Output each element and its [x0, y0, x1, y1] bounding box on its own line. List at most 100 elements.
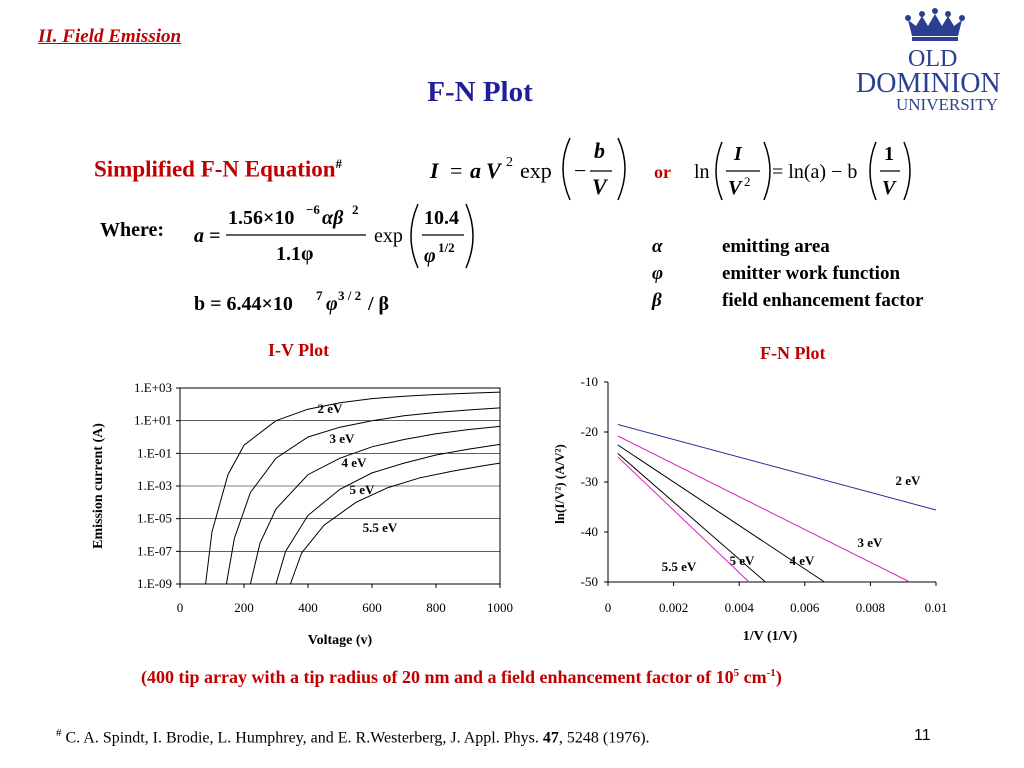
- a-exp-den-pow: 1/2: [438, 240, 455, 255]
- eq-exp: exp: [520, 158, 552, 183]
- ln-den-V: V: [728, 177, 743, 199]
- fn-xlabel: 1/V (1/V): [743, 629, 798, 644]
- a-lhs: a =: [194, 225, 220, 247]
- eq-den-V: V: [592, 174, 609, 199]
- caption-sup1: 5: [733, 667, 740, 679]
- fn-xtick-label: 0.006: [790, 600, 820, 615]
- equation-label: Simplified F-N Equation#: [94, 156, 342, 183]
- fn-ytick-label: -20: [581, 424, 598, 439]
- iv-chart-title: I-V Plot: [268, 340, 330, 360]
- iv-ytick-label: 1.E-09: [137, 576, 172, 591]
- fn-xtick-label: 0.004: [725, 600, 755, 615]
- legend-beta-text: field enhancement factor: [722, 290, 924, 311]
- iv-xtick-label: 400: [298, 600, 318, 615]
- legend-beta-symbol: β: [652, 290, 662, 311]
- iv-curve-label-2-ev: 2 eV: [318, 401, 344, 416]
- where-label: Where:: [100, 219, 165, 241]
- eq-V: V: [486, 158, 503, 183]
- caption-sup2: -1: [766, 667, 776, 679]
- fn-line-label-5-5-ev: 5.5 eV: [662, 559, 697, 574]
- page-number: 11: [914, 727, 931, 744]
- ln-num-1: 1: [884, 143, 894, 165]
- fn-line-label-4-ev: 4 eV: [790, 553, 816, 568]
- iv-xlabel: Voltage (v): [308, 633, 373, 648]
- b-rest: / β: [367, 293, 389, 315]
- crown-icon: [905, 8, 965, 41]
- iv-xtick-label: 200: [234, 600, 254, 615]
- fn-xtick-label: 0.01: [925, 600, 948, 615]
- iv-ytick-label: 1.E-07: [137, 543, 173, 558]
- eq-minus: −: [574, 158, 586, 183]
- iv-xtick-label: 800: [426, 600, 446, 615]
- ln-text: ln: [694, 161, 710, 183]
- eq-a: a: [470, 158, 481, 183]
- fn-ytick-label: -30: [581, 474, 598, 489]
- iv-ytick-label: 1.E-03: [137, 478, 172, 493]
- eq-pow2: 2: [506, 155, 513, 170]
- fn-line-label-2-ev: 2 eV: [896, 473, 922, 488]
- iv-ytick-label: 1.E+03: [134, 380, 172, 395]
- legend-alpha-text: emitting area: [722, 236, 830, 257]
- footnote: # C. A. Spindt, I. Brodie, L. Humphrey, …: [56, 727, 650, 747]
- ln-equation: ln I V 2 = ln(a) − b 1 V: [694, 141, 911, 201]
- legend-phi-symbol: φ: [652, 263, 664, 284]
- slide-title: F-N Plot: [427, 76, 533, 108]
- iv-curve-5-5-ev: [289, 462, 501, 585]
- legend-alpha-symbol: α: [652, 236, 663, 257]
- iv-curve-2-ev: [205, 391, 501, 585]
- iv-ylabel: Emission current (A): [91, 423, 106, 549]
- a-num: 1.56×10: [228, 207, 294, 229]
- iv-ytick-label: 1.E-01: [137, 445, 172, 460]
- iv-curve-label-5-ev: 5 eV: [350, 482, 376, 497]
- fn-chart: -10 -20 -30 -40 -50 0 0.002 0.004 0.006 0.008 0.0…: [552, 374, 948, 644]
- footnote-text-before: C. A. Spindt, I. Brodie, L. Humphrey, an…: [61, 729, 543, 747]
- a-den: 1.1φ: [276, 243, 313, 265]
- fn-line-4-ev: [617, 444, 825, 583]
- legend-phi-text: emitter work function: [722, 263, 901, 284]
- or-text: or: [654, 162, 671, 182]
- fn-ytick-label: -50: [581, 574, 598, 589]
- caption-after: ): [775, 667, 782, 687]
- caption-mid: cm: [739, 667, 767, 687]
- ln-den-pow: 2: [744, 174, 751, 189]
- a-num-exp: −6: [306, 202, 320, 217]
- iv-curve-label-5-5-ev: 5.5 eV: [363, 520, 398, 535]
- iv-curve-5-ev: [275, 443, 501, 585]
- university-logo: OLD DOMINION UNIVERSITY: [856, 8, 1001, 114]
- caption-before: (400 tip array with a tip radius of 20 n…: [141, 667, 734, 687]
- eq-equals: =: [450, 158, 462, 183]
- b-equation: b = 6.44×10 7 φ 3 / 2 / β: [194, 288, 389, 315]
- iv-curve-label-4-ev: 4 eV: [342, 455, 368, 470]
- fn-line-label-5-ev: 5 eV: [730, 553, 756, 568]
- logo-line1: OLD: [908, 46, 957, 72]
- logo-line3: UNIVERSITY: [896, 95, 998, 114]
- ln-den-V2: V: [882, 177, 897, 199]
- legend-beta: β field enhancement factor: [652, 290, 924, 312]
- footnote-text-after: , 5248 (1976).: [558, 729, 650, 747]
- iv-curve-3-ev: [225, 407, 501, 585]
- a-num-sym-exp: 2: [352, 202, 359, 217]
- iv-xtick-label: 0: [177, 600, 184, 615]
- a-exp-den: φ: [424, 245, 436, 267]
- b-exp: 7: [316, 288, 323, 303]
- a-exp-num: 10.4: [424, 207, 459, 229]
- fn-line-2-ev: [617, 424, 937, 511]
- legend-phi: φ emitter work function: [652, 263, 900, 285]
- iv-curve-label-3-ev: 3 eV: [330, 431, 356, 446]
- fn-ylabel: ln(I/V²) (A/V²): [552, 444, 567, 524]
- legend-alpha: α emitting area: [652, 236, 830, 258]
- fn-chart-title: F-N Plot: [760, 343, 826, 363]
- fn-line-5-ev: [617, 453, 766, 583]
- equation-label-text: Simplified F-N Equation: [94, 156, 336, 182]
- iv-xtick-label: 600: [362, 600, 382, 615]
- a-exp: exp: [374, 225, 403, 247]
- b-phi: φ: [326, 293, 338, 315]
- eq-num-b: b: [594, 138, 605, 163]
- logo-line2: DOMINION: [856, 68, 1001, 99]
- caption: (400 tip array with a tip radius of 20 n…: [141, 667, 782, 688]
- iv-ytick-label: 1.E-05: [137, 511, 172, 526]
- fn-xtick-label: 0.002: [659, 600, 688, 615]
- ln-num-I: I: [733, 143, 743, 165]
- equation-label-mark: #: [335, 156, 343, 171]
- b-phi-pow: 3 / 2: [338, 288, 361, 303]
